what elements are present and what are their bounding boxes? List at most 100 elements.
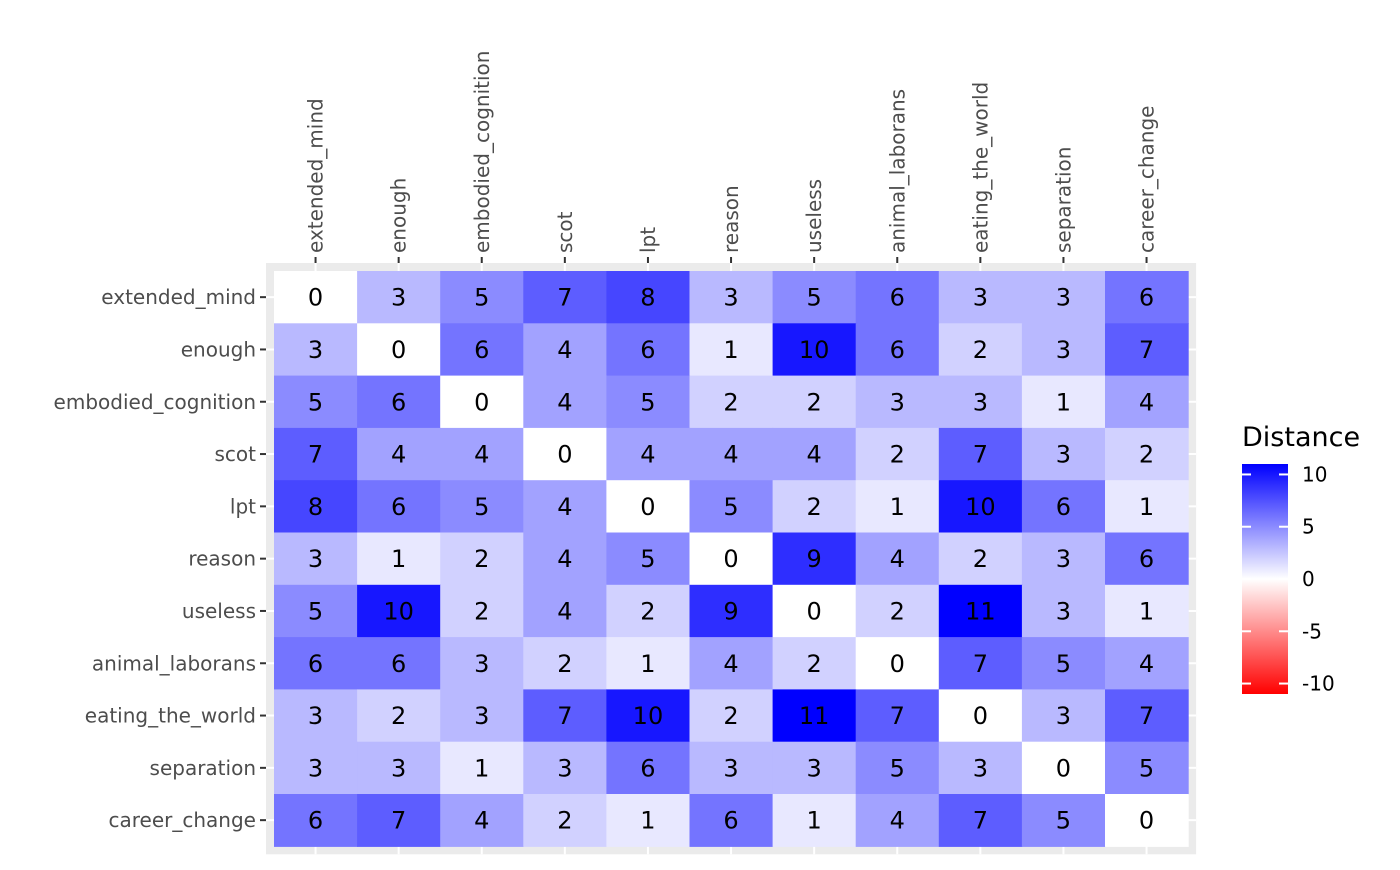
cell-value-label: 1	[807, 807, 822, 835]
heatmap-cell-fill	[855, 584, 940, 638]
heatmap-cell: 1	[606, 637, 691, 690]
y-tick-label: animal_laborans	[92, 651, 256, 675]
heatmap-cell: 1	[1105, 480, 1189, 534]
heatmap-cell-fill	[772, 427, 857, 481]
heatmap-cell: 4	[523, 584, 607, 638]
cell-value-label: 3	[723, 754, 738, 782]
cell-value-label: 7	[973, 441, 988, 469]
cell-value-label: 3	[1056, 441, 1071, 469]
y-tick-label: extended_mind	[101, 285, 256, 309]
heatmap-cell: 3	[274, 741, 358, 795]
heatmap-cell-fill	[1105, 794, 1189, 847]
cell-value-label: 3	[973, 388, 988, 416]
heatmap-cell: 3	[772, 741, 857, 795]
heatmap-cell: 5	[440, 480, 524, 534]
cell-value-label: 1	[640, 650, 655, 678]
heatmap-cell: 6	[357, 375, 441, 429]
heatmap-cell: 5	[440, 271, 524, 324]
heatmap-cell: 5	[606, 532, 691, 586]
heatmap-cell-fill	[440, 375, 524, 429]
cell-value-label: 7	[391, 807, 406, 835]
heatmap-cell: 4	[855, 532, 940, 586]
y-tick-label: enough	[181, 337, 256, 361]
heatmap-cell-fill	[440, 532, 524, 586]
cell-value-label: 3	[474, 702, 489, 730]
cell-value-label: 6	[308, 650, 323, 678]
heatmap-cell: 4	[523, 480, 607, 534]
heatmap-cell-fill	[689, 480, 774, 534]
heatmap-cell-fill	[689, 794, 774, 847]
heatmap-cell-fill	[1021, 689, 1106, 743]
heatmap-cell: 4	[357, 427, 441, 481]
cell-value-label: 2	[391, 702, 406, 730]
heatmap-cell-fill	[274, 689, 358, 743]
cell-value-label: 5	[474, 284, 489, 312]
heatmap-cell: 4	[772, 427, 857, 481]
cell-value-label: 0	[557, 441, 572, 469]
cell-value-label: 5	[308, 597, 323, 625]
heatmap-cell: 5	[772, 271, 857, 324]
heatmap-cell: 2	[606, 584, 691, 638]
cell-value-label: 4	[890, 807, 905, 835]
heatmap-cell-fill	[357, 480, 441, 534]
heatmap-cell: 0	[772, 584, 857, 638]
cell-value-label: 6	[1139, 284, 1154, 312]
heatmap-cell: 6	[1105, 271, 1189, 324]
cell-value-label: 1	[890, 493, 905, 521]
legend-tick-label: -5	[1302, 619, 1322, 643]
heatmap-cell-fill	[1021, 637, 1106, 690]
heatmap-cell: 4	[606, 427, 691, 481]
x-tick-label: useless	[802, 179, 826, 253]
heatmap-cell-fill	[855, 375, 940, 429]
heatmap-cell: 5	[274, 375, 358, 429]
y-tick-label: embodied_cognition	[54, 390, 256, 414]
cell-value-label: 3	[308, 336, 323, 364]
heatmap-cell: 2	[523, 794, 607, 847]
heatmap-cell: 0	[357, 323, 441, 377]
cell-value-label: 7	[973, 807, 988, 835]
heatmap-cell: 6	[274, 794, 358, 847]
heatmap-cell: 1	[855, 480, 940, 534]
heatmap-cell-fill	[938, 689, 1023, 743]
cell-value-label: 6	[1056, 493, 1071, 521]
heatmap-cell: 10	[772, 323, 857, 377]
heatmap-cell-fill	[357, 271, 441, 324]
cell-value-label: 2	[807, 493, 822, 521]
heatmap-cell: 4	[523, 323, 607, 377]
heatmap-cell: 5	[274, 584, 358, 638]
cell-value-label: 9	[723, 597, 738, 625]
heatmap-cell-fill	[855, 480, 940, 534]
heatmap-cell: 2	[772, 637, 857, 690]
cell-value-label: 5	[474, 493, 489, 521]
heatmap-cell-fill	[938, 741, 1023, 795]
cell-value-label: 0	[890, 650, 905, 678]
heatmap-cell-fill	[772, 480, 857, 534]
cell-value-label: 3	[557, 754, 572, 782]
heatmap-cell: 0	[1105, 794, 1189, 847]
heatmap-cell-fill	[689, 637, 774, 690]
heatmap-cell: 6	[855, 323, 940, 377]
heatmap-cell-fill	[357, 584, 441, 638]
cell-value-label: 2	[557, 807, 572, 835]
cell-value-label: 5	[640, 545, 655, 573]
heatmap-cell: 3	[523, 741, 607, 795]
heatmap-cell: 3	[440, 689, 524, 743]
heatmap-cell-fill	[274, 323, 358, 377]
heatmap-cell-fill	[440, 794, 524, 847]
heatmap-cell: 5	[1105, 741, 1189, 795]
y-tick-label: separation	[150, 756, 256, 780]
cell-value-label: 4	[557, 336, 572, 364]
y-tick-label: scot	[215, 442, 257, 466]
cell-value-label: 2	[890, 441, 905, 469]
heatmap-cell: 7	[274, 427, 358, 481]
heatmap-cell: 0	[523, 427, 607, 481]
cell-value-label: 2	[474, 545, 489, 573]
heatmap-cell: 7	[1105, 689, 1189, 743]
cell-value-label: 10	[965, 493, 996, 521]
heatmap-cell-fill	[440, 637, 524, 690]
heatmap-cell: 2	[938, 323, 1023, 377]
cell-value-label: 1	[1139, 493, 1154, 521]
heatmap-cell-fill	[1021, 375, 1106, 429]
cell-value-label: 3	[391, 754, 406, 782]
